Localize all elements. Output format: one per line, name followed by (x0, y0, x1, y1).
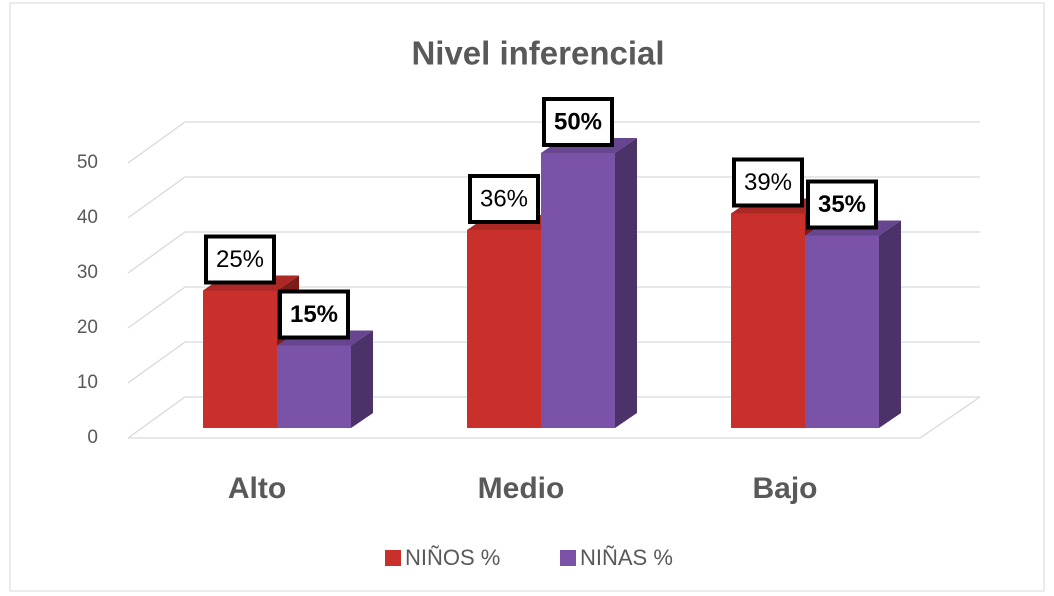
bar-front (467, 230, 541, 428)
value-label: 35% (818, 191, 866, 218)
bar-front (203, 290, 277, 428)
grid-line (127, 396, 980, 439)
y-tick-label: 10 (77, 372, 98, 393)
x-tick-label: Alto (228, 472, 286, 505)
value-label-box (278, 289, 350, 340)
bar-front (277, 345, 351, 428)
value-label: 15% (290, 301, 338, 328)
bar-side-shade (615, 138, 637, 428)
bar-front (805, 235, 879, 428)
bar-side (615, 138, 637, 428)
bar (805, 220, 901, 428)
value-label-box (732, 157, 804, 208)
bar-front (541, 153, 615, 428)
x-tick-label: Bajo (752, 472, 817, 505)
legend-label: NIÑAS % (580, 545, 673, 570)
legend-swatch (560, 550, 576, 566)
legend-label: NIÑOS % (405, 545, 500, 570)
legend-swatch (385, 550, 401, 566)
x-tick-label: Medio (478, 472, 565, 505)
bar (277, 330, 373, 428)
bar-front (731, 213, 805, 428)
grid-line (127, 231, 980, 274)
y-tick-label: 0 (87, 427, 98, 448)
y-tick-label: 50 (77, 152, 98, 173)
grid-line (127, 341, 980, 384)
chart-title: Nivel inferencial (411, 35, 664, 72)
bar (541, 138, 637, 428)
bar-side (351, 330, 373, 428)
value-label: 39% (744, 169, 792, 196)
value-label-box (806, 179, 878, 230)
floor-edge (128, 396, 981, 439)
grid-line (127, 121, 980, 164)
y-tick-label: 30 (77, 262, 98, 283)
bar-side-shade (879, 220, 901, 428)
grid-line (127, 176, 980, 219)
value-label: 50% (554, 108, 602, 135)
value-label-box (204, 234, 276, 285)
bar-side-shade (351, 330, 373, 428)
value-label: 36% (480, 185, 528, 212)
value-label-box (542, 97, 614, 147)
bar-side (879, 220, 901, 428)
value-label: 25% (216, 246, 264, 273)
value-label-box (468, 174, 540, 224)
grid-line (127, 286, 980, 329)
y-tick-label: 40 (77, 207, 98, 228)
y-tick-label: 20 (77, 317, 98, 338)
